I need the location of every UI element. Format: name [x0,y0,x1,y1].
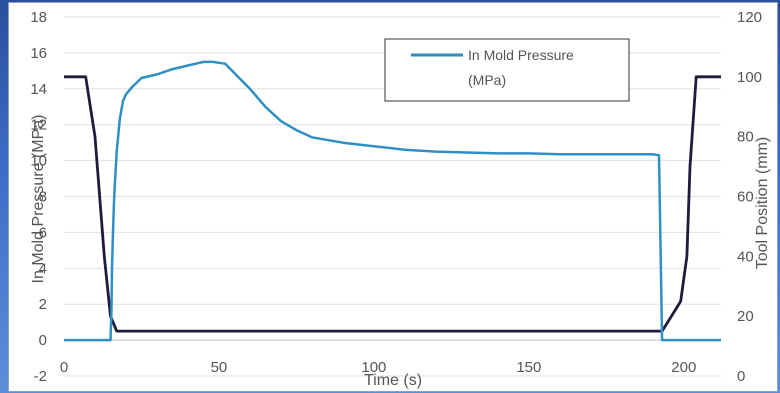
y-tick-label: 6 [39,224,47,241]
y2-tick-label: 80 [737,129,754,146]
legend-label-line2: (MPa) [468,72,506,88]
y2-tick-labels: 0 20 40 60 80 100 120 [737,9,762,385]
x-tick-label: 200 [671,359,696,376]
tool-position-series-line [64,75,721,333]
y-tick-label: -2 [34,368,47,385]
legend-label-line1: In Mold Pressure [468,47,574,63]
y2-tick-label: 20 [737,308,754,325]
x-tick-label: 150 [516,359,541,376]
x-tick-label: 100 [361,359,386,376]
x-tick-label: 0 [60,359,68,376]
y-tick-labels: -2 0 2 4 6 8 10 12 14 16 18 [30,9,47,385]
y-tick-label: 0 [39,332,47,349]
y-tick-label: 2 [39,296,47,313]
y2-tick-label: 40 [737,248,754,265]
y-tick-label: 10 [30,153,47,170]
y-axis-label: In Mold Pressure (MPa) [30,115,47,284]
x-tick-labels: 0 50 100 150 200 [60,359,696,376]
y2-axis-label: Tool Position (mm) [754,137,771,269]
chart-frame: -2 0 2 4 6 8 10 12 14 16 18 0 20 40 60 80 100 120 0 50 100… [8,2,778,392]
x-axis-label: Time (s) [364,372,422,389]
y2-tick-label: 60 [737,189,754,206]
y2-tick-label: 0 [737,368,745,385]
y-tick-label: 16 [30,45,47,62]
legend-box [384,38,630,102]
legend: In Mold Pressure (MPa) [384,38,630,102]
y2-tick-label: 120 [737,9,762,26]
y-tick-label: 12 [30,117,47,134]
series-lines [64,60,721,342]
y-tick-label: 14 [30,81,47,98]
y2-tick-label: 100 [737,69,762,86]
y-tick-label: 4 [39,260,47,277]
pressure-series-line [64,60,721,342]
chart-svg: -2 0 2 4 6 8 10 12 14 16 18 0 20 40 60 80 100 120 0 50 100… [30,9,771,389]
y-tick-label: 18 [30,9,47,26]
y-tick-label: 8 [39,189,47,206]
x-tick-label: 50 [211,359,228,376]
